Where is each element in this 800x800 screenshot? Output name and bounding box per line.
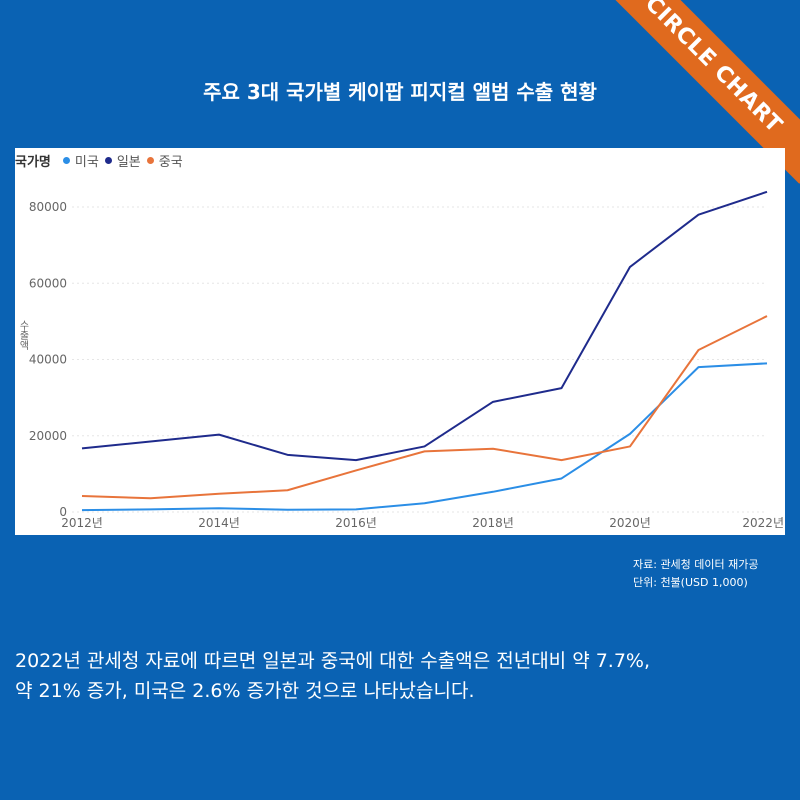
legend-title: 국가명 [15,155,51,170]
source-note: 자료: 관세청 데이터 재가공 단위: 천불(USD 1,000) [633,556,759,592]
legend-dot-japan [104,157,112,164]
x-tick-label: 2016년 [335,516,377,530]
y-tick-label: 60000 [29,276,67,290]
y-tick-labels: 0 20000 40000 60000 80000 [29,200,67,519]
series-line-japan [81,190,768,462]
x-tick-labels: 2012년 2014년 2016년 2018년 2020년 2022년 [61,516,784,530]
description-line-2: 약 21% 증가, 미국은 2.6% 증가한 것으로 나타났습니다. [15,680,475,702]
series-line-usa [81,362,768,512]
y-tick-label: 20000 [29,429,67,443]
description: 2022년 관세청 자료에 따르면 일본과 중국에 대한 수출액은 전년대비 약… [15,646,785,706]
description-line-1: 2022년 관세청 자료에 따르면 일본과 중국에 대한 수출액은 전년대비 약… [15,650,651,672]
y-tick-label: 0 [59,505,67,519]
x-tick-label: 2014년 [198,516,240,530]
legend-dot-china [146,157,154,164]
chart-panel: 국가명 미국 일본 중국 수출액 0 20000 40000 60000 80000 2… [15,148,785,535]
grid-layer [72,206,767,513]
series-line-china [81,315,768,500]
y-tick-label: 40000 [29,353,67,367]
series-lines [81,190,768,512]
legend-label-usa: 미국 [74,155,99,170]
legend-label-china: 중국 [158,155,183,170]
legend-dot-usa [62,157,70,164]
x-tick-label: 2018년 [472,516,514,530]
page-title: 주요 3대 국가별 케이팝 피지컬 앨범 수출 현황 [203,80,597,104]
source-line-1: 자료: 관세청 데이터 재가공 [633,558,759,571]
y-tick-label: 80000 [29,200,67,214]
y-axis-label: 수출액 [17,320,28,350]
source-line-2: 단위: 천불(USD 1,000) [633,576,748,589]
legend-label-japan: 일본 [116,155,141,170]
x-tick-label: 2012년 [61,516,103,530]
x-tick-label: 2022년 [742,516,784,530]
x-tick-label: 2020년 [609,516,651,530]
chart-legend: 국가명 미국 일본 중국 [15,151,183,170]
